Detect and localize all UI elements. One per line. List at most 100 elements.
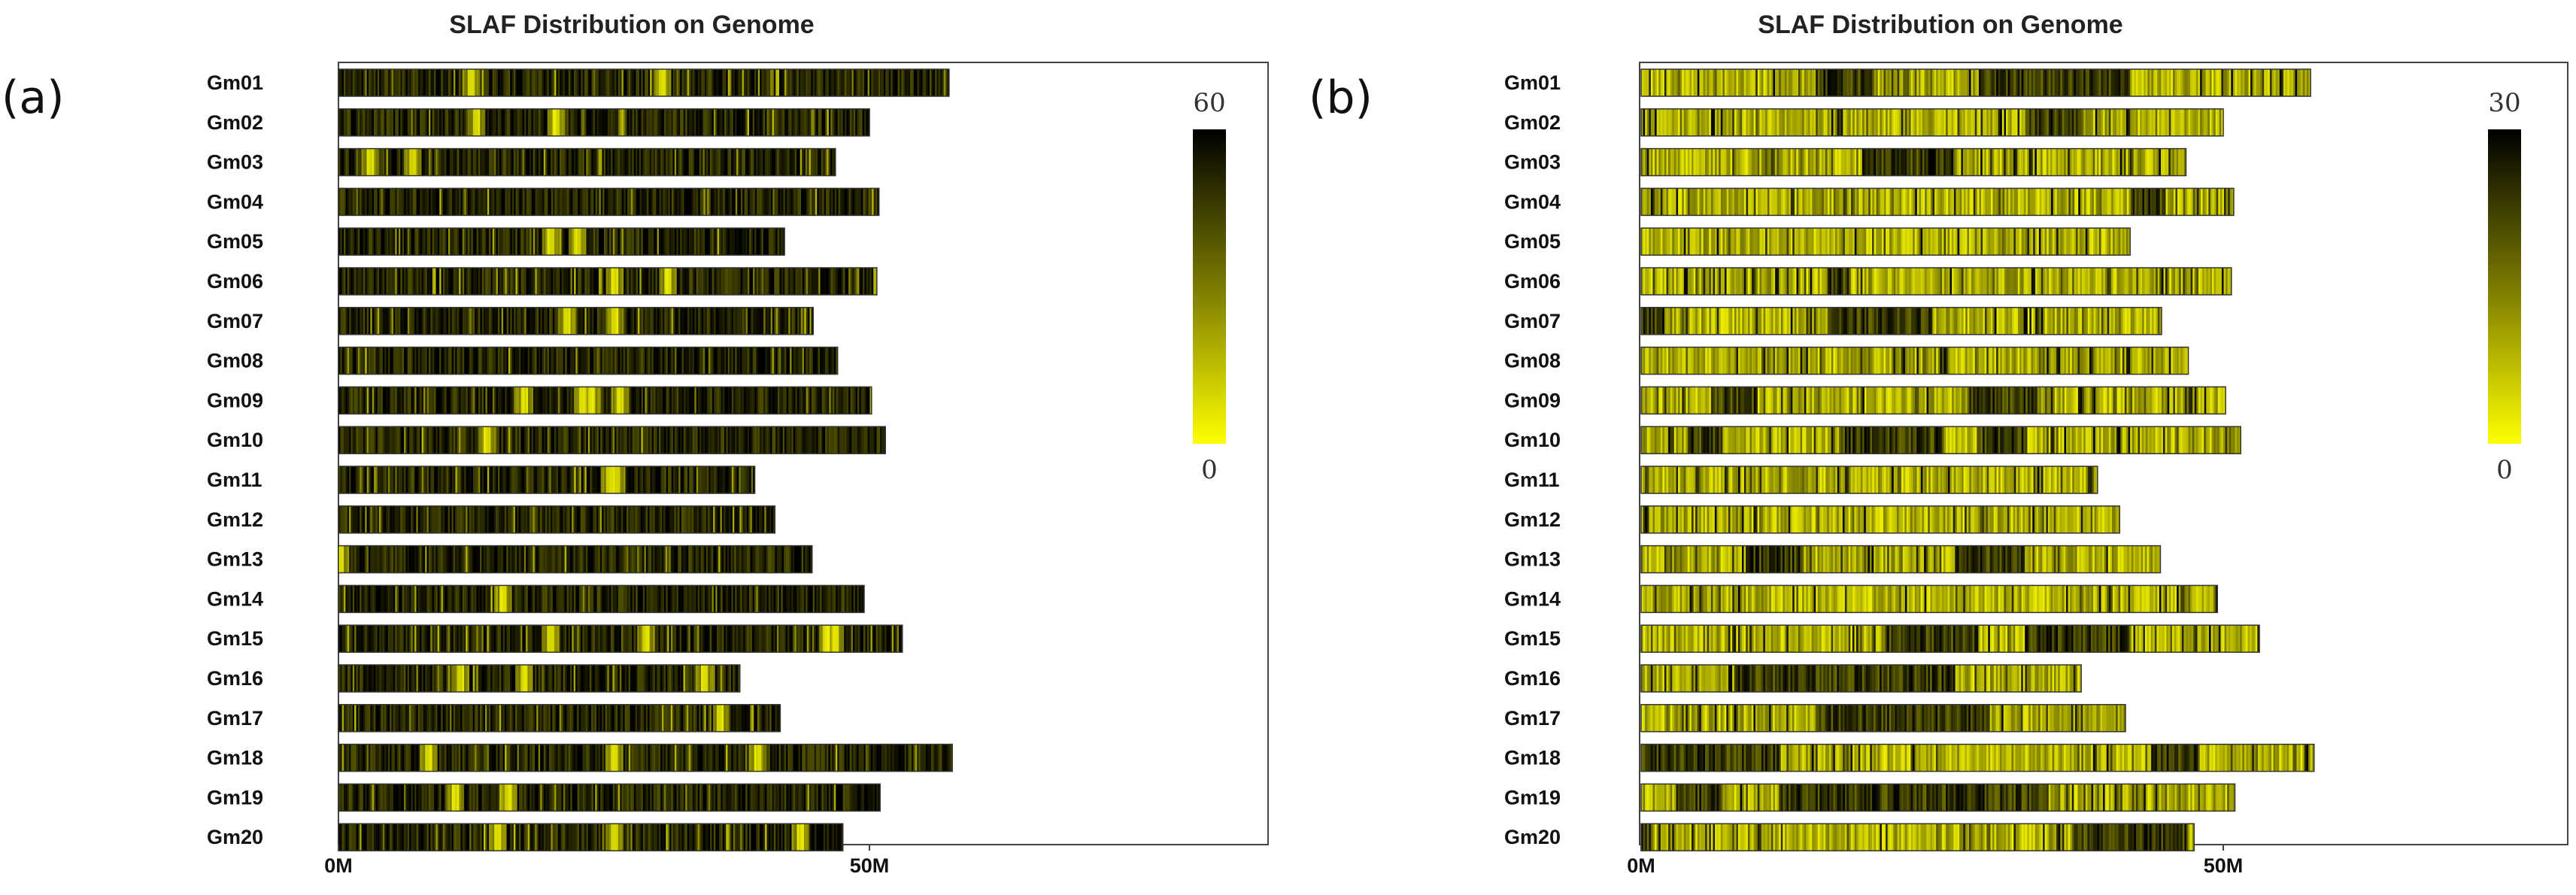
density-window [487, 426, 490, 454]
density-window [557, 108, 560, 136]
density-window [648, 625, 651, 653]
density-window [784, 625, 787, 653]
density-window [836, 347, 839, 375]
density-window [418, 188, 420, 216]
density-window [483, 704, 486, 732]
density-window [566, 387, 569, 414]
density-window [548, 148, 551, 176]
density-window [803, 307, 805, 335]
density-window [883, 426, 886, 454]
density-window [381, 188, 384, 216]
density-window [435, 69, 438, 96]
density-window [648, 347, 651, 375]
density-window [448, 387, 451, 414]
density-window [522, 545, 525, 573]
density-window [365, 268, 368, 295]
density-window [501, 704, 504, 732]
density-window [616, 268, 619, 295]
density-window [676, 347, 679, 375]
density-window [522, 585, 525, 613]
density-window [848, 268, 851, 295]
density-window [550, 505, 553, 533]
density-window [527, 108, 530, 136]
density-window [426, 268, 429, 295]
density-window [815, 188, 818, 216]
density-window [499, 108, 502, 136]
density-window [445, 466, 448, 493]
density-window [523, 188, 526, 216]
density-window [745, 704, 748, 732]
density-window [409, 69, 412, 96]
density-window [540, 585, 543, 613]
density-window [570, 585, 573, 613]
density-window [880, 69, 883, 96]
density-window [721, 108, 724, 136]
density-window [382, 744, 385, 772]
density-window [497, 665, 500, 692]
density-window [458, 505, 461, 533]
density-window [409, 744, 412, 772]
density-window [396, 466, 399, 493]
density-window [641, 665, 644, 692]
density-window [374, 387, 377, 414]
density-window [446, 188, 449, 216]
density-window [460, 347, 463, 375]
density-window [595, 268, 598, 295]
density-window [398, 625, 401, 653]
density-window [667, 704, 669, 732]
density-window [841, 108, 844, 136]
density-window [715, 665, 718, 692]
density-window [851, 387, 854, 414]
density-window [777, 69, 780, 96]
density-window [417, 387, 420, 414]
density-window [701, 69, 704, 96]
density-window [676, 387, 679, 414]
density-window [485, 665, 488, 692]
density-window [493, 148, 496, 176]
density-window [435, 188, 438, 216]
panel-a-label-gm16: Gm16 [207, 667, 263, 690]
density-window [505, 744, 508, 772]
density-window [620, 585, 623, 613]
density-window [611, 387, 614, 414]
density-window [549, 188, 552, 216]
density-window [420, 387, 423, 414]
density-window [404, 69, 407, 96]
panel-a-bar-gm13 [338, 545, 813, 574]
density-window [472, 387, 475, 414]
density-window [434, 426, 437, 454]
density-window [517, 148, 520, 176]
density-window [460, 744, 463, 772]
density-window [414, 704, 417, 732]
density-window [617, 148, 620, 176]
density-window [781, 585, 784, 613]
density-window [675, 228, 678, 256]
density-window [715, 704, 718, 732]
density-window [510, 585, 513, 613]
density-window [565, 466, 568, 493]
density-window [523, 665, 526, 692]
density-window [743, 505, 745, 533]
density-window [839, 69, 842, 96]
density-window [475, 108, 478, 136]
density-window [699, 505, 702, 533]
density-window [698, 387, 700, 414]
density-window [414, 148, 417, 176]
density-window [405, 665, 408, 692]
density-window [566, 347, 569, 375]
density-window [782, 585, 785, 613]
density-window [815, 585, 817, 613]
density-window [370, 665, 373, 692]
density-window [396, 625, 399, 653]
density-window [554, 466, 557, 493]
density-window [705, 545, 708, 573]
density-window [637, 665, 640, 692]
density-window [663, 188, 666, 216]
density-window [472, 426, 475, 454]
density-window [434, 347, 437, 375]
density-window [697, 426, 700, 454]
density-window [775, 108, 778, 136]
density-window [472, 505, 475, 533]
density-window [478, 69, 481, 96]
density-window [446, 545, 449, 573]
